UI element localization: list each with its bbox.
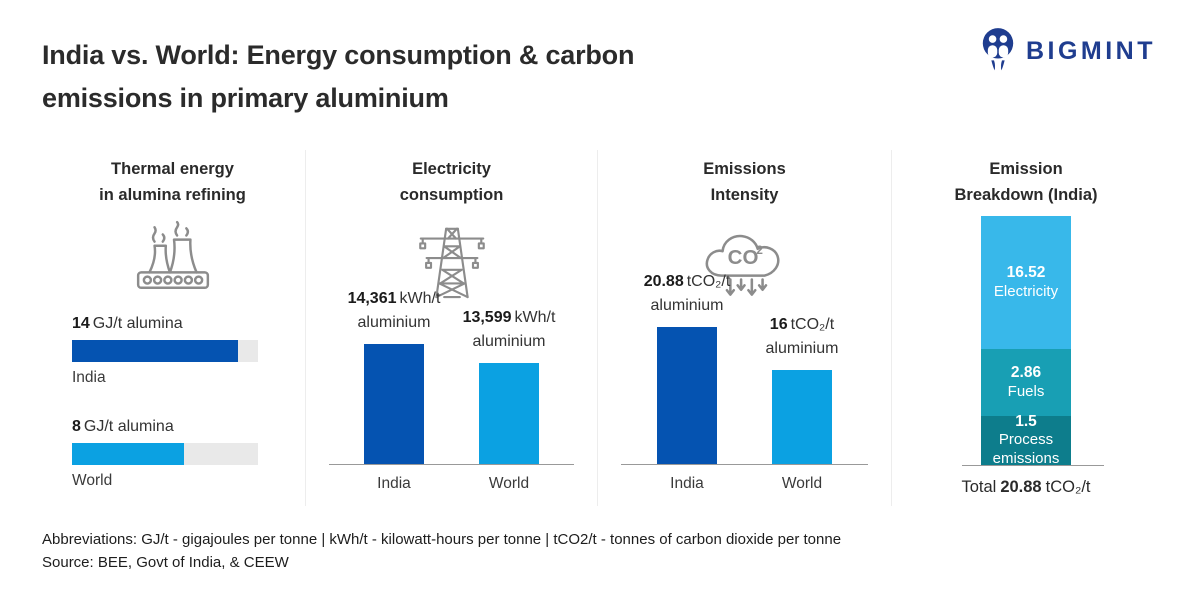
thermal-bars: 14 GJ/t alumina India 8 GJ/t alumina World bbox=[40, 315, 305, 490]
bigmint-logo-text: BIGMINT bbox=[1025, 37, 1156, 65]
panel-emissions-intensity: Emissions Intensity CO 2 20.88 tCO₂/t alu… bbox=[598, 150, 891, 508]
panel-emissions-title: Emissions Intensity bbox=[703, 160, 786, 205]
electricity-india-label: India bbox=[377, 475, 411, 492]
thermal-bar-india: 14 GJ/t alumina India bbox=[72, 315, 305, 387]
emissions-category-labels: India World bbox=[621, 475, 867, 493]
charts-row: Thermal energy in alumina refining 14 GJ/… bbox=[40, 150, 1162, 508]
co2-icon-text: CO bbox=[727, 246, 758, 269]
panel-divider bbox=[891, 150, 892, 506]
emissions-world-label: World bbox=[781, 475, 823, 492]
electricity-india-column: 14,361 kWh/t aluminium bbox=[338, 287, 450, 464]
emissions-world-bar bbox=[771, 370, 832, 464]
thermal-world-bar bbox=[72, 442, 184, 465]
thermal-india-value: 14 GJ/t alumina bbox=[72, 314, 183, 332]
emissions-world-column: 16 tCO₂/t aluminium bbox=[746, 313, 858, 464]
electricity-india-value: 14,361 kWh/t aluminium bbox=[347, 290, 441, 331]
breakdown-stacked-bar: 16.52 Electricity 2.86 Fuels 1.5 Process… bbox=[892, 216, 1160, 467]
thermal-world-label: World bbox=[72, 471, 113, 489]
panel-breakdown-title: Emission Breakdown (India) bbox=[954, 160, 1098, 205]
emissions-india-column: 20.88 tCO₂/t aluminium bbox=[631, 270, 743, 464]
breakdown-segment-fuels: 2.86 Fuels bbox=[981, 349, 1071, 416]
co2-icon-sup: 2 bbox=[756, 244, 763, 257]
footer: Abbreviations: GJ/t - gigajoules per ton… bbox=[42, 528, 841, 575]
emissions-world-value: 16 tCO₂/t aluminium bbox=[765, 316, 839, 357]
abbreviations-note: Abbreviations: GJ/t - gigajoules per ton… bbox=[42, 531, 842, 548]
breakdown-total: Total 20.88 tCO₂/t bbox=[961, 478, 1091, 496]
breakdown-segment-electricity: 16.52 Electricity bbox=[981, 216, 1071, 349]
thermal-world-value: 8 GJ/t alumina bbox=[72, 417, 174, 435]
transmission-tower-icon bbox=[306, 219, 597, 301]
emissions-india-value: 20.88 tCO₂/t aluminium bbox=[643, 273, 731, 314]
electricity-chart: 14,361 kWh/t aluminium 13,599 kWh/t alumin… bbox=[329, 287, 574, 465]
panel-electricity-consumption: Electricity consumption bbox=[306, 150, 597, 508]
source-note: Source: BEE, Govt of India, & CEEW bbox=[42, 554, 289, 572]
emissions-india-label: India bbox=[670, 475, 704, 492]
panel-divider bbox=[305, 150, 306, 506]
thermal-bar-world: 8 GJ/t alumina World bbox=[72, 418, 305, 490]
electricity-world-value: 13,599 kWh/t aluminium bbox=[462, 309, 556, 350]
panel-thermal-energy: Thermal energy in alumina refining 14 GJ/… bbox=[40, 150, 305, 508]
bigmint-logo: BIGMINT bbox=[979, 26, 1156, 77]
bigmint-logo-icon bbox=[979, 26, 1017, 77]
electricity-india-bar bbox=[363, 344, 424, 464]
co2-cloud-icon: CO 2 bbox=[598, 219, 891, 301]
page-title: India vs. World: Energy consumption & ca… bbox=[42, 34, 802, 120]
thermal-india-bar bbox=[72, 339, 238, 362]
thermal-india-label: India bbox=[72, 368, 106, 386]
electricity-category-labels: India World bbox=[329, 475, 573, 493]
thermal-india-track bbox=[72, 339, 258, 362]
thermal-world-track bbox=[72, 442, 258, 465]
page-title-line2: emissions in primary aluminium bbox=[42, 83, 449, 114]
electricity-world-column: 13,599 kWh/t aluminium bbox=[453, 306, 565, 464]
electricity-world-label: World bbox=[488, 475, 530, 492]
page-title-line1: India vs. World: Energy consumption & ca… bbox=[42, 40, 635, 70]
emissions-chart: 20.88 tCO₂/t aluminium 16 tCO₂/t aluminium bbox=[621, 270, 868, 465]
panel-thermal-title: Thermal energy in alumina refining bbox=[99, 160, 246, 205]
refinery-icon bbox=[40, 219, 305, 293]
panel-divider bbox=[597, 150, 598, 506]
panel-electricity-title: Electricity consumption bbox=[399, 160, 504, 205]
electricity-world-bar bbox=[478, 363, 539, 464]
breakdown-segment-process: 1.5 Process emissions bbox=[981, 413, 1071, 467]
breakdown-baseline bbox=[961, 465, 1104, 466]
panel-emission-breakdown: Emission Breakdown (India) 16.52 Electri… bbox=[892, 150, 1160, 508]
emissions-india-bar bbox=[656, 327, 717, 464]
